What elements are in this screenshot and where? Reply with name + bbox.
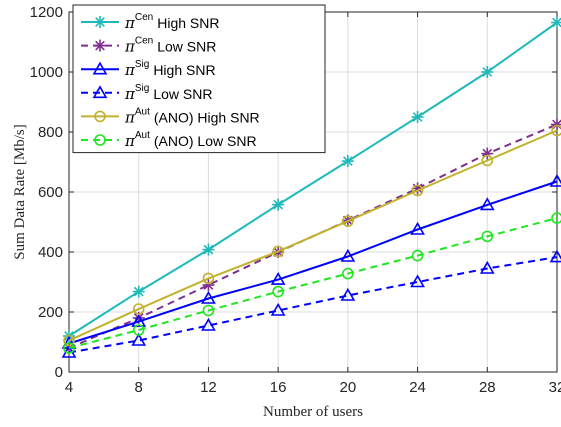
data-point [63,334,75,347]
data-point [202,243,215,256]
data-point [201,290,216,304]
data-point [131,313,147,327]
data-point [479,260,495,274]
legend-marker [94,110,106,123]
series-line [68,129,558,342]
asterisk-stroke [412,112,423,122]
x-tick-label: 20 [340,379,357,396]
asterisk-stroke [95,40,105,51]
x-tick-label: 16 [270,379,287,396]
legend-label: πAut (ANO) High SNR [124,106,260,126]
data-point [410,274,425,288]
data-point [272,198,285,211]
y-tick-label: 1200 [30,4,63,21]
data-point [481,66,494,78]
y-tick-label: 600 [38,184,63,201]
data-point [131,332,147,346]
y-axis-title: Sum Data Rate [Mb/s] [12,124,28,259]
legend-entry-6: πAut (ANO) Low SNR [81,130,257,150]
data-point [549,249,561,263]
legend-label: πSig Low SNR [124,83,212,103]
data-point [132,324,145,336]
x-tick-label: 24 [409,379,426,396]
legend-entry-4: πSig Low SNR [81,83,212,103]
legend-label: πSig High SNR [124,59,216,79]
data-point [201,317,216,331]
asterisk-stroke [552,17,561,28]
y-tick-label: 400 [38,244,63,261]
data-point [342,267,354,280]
y-tick-label: 800 [38,124,63,141]
data-point [132,303,145,315]
legend-label: πCen Low SNR [124,36,216,56]
asterisk-stroke [203,244,214,255]
series-1 [63,16,561,342]
data-point [340,287,356,301]
y-tick-label: 1000 [30,64,63,81]
data-point [411,184,424,197]
data-point [410,221,425,235]
data-point [341,155,354,168]
asterisk-stroke [133,286,144,297]
x-tick-label: 8 [135,379,143,396]
legend-label: πCen High SNR [124,12,219,32]
series-line [68,21,558,337]
x-tick-label: 4 [65,379,73,396]
legend-marker [92,85,108,99]
asterisk-stroke [342,156,353,166]
data-point [481,154,494,167]
legend-marker [94,39,106,52]
data-series [61,16,561,358]
asterisk-stroke [273,199,284,210]
data-point [202,272,215,285]
series-3 [61,173,561,349]
data-point [549,173,561,187]
series-line [68,180,558,345]
data-point [270,271,286,285]
asterisk-stroke [482,67,493,77]
data-point [551,124,561,137]
series-6 [63,212,561,354]
series-5 [63,124,561,347]
data-point [411,249,424,262]
data-point [270,302,286,316]
series-line [68,256,558,354]
x-tick-label: 12 [200,379,217,396]
legend-entry-1: πCen High SNR [81,12,219,32]
x-axis-title: Number of users [263,404,363,420]
data-point [479,197,495,211]
legend-entry-2: πCen Low SNR [81,36,216,56]
data-point [551,212,561,224]
data-point [340,248,356,262]
legend: πCen High SNR πCen Low SNR πSig High SNR πSig L… [72,4,326,154]
data-point [272,285,284,298]
x-tick-label: 32 [549,379,561,396]
data-point [481,230,494,243]
data-point [63,342,75,354]
legend-entry-3: πSig High SNR [81,59,216,79]
data-point [551,16,561,29]
asterisk-stroke [95,17,105,27]
y-tick-label: 0 [55,364,63,381]
legend-marker [94,16,106,28]
data-point [411,111,424,123]
x-tick-label: 28 [479,379,496,396]
y-tick-label: 200 [38,304,63,321]
data-point [342,215,354,227]
legend-entry-5: πAut (ANO) High SNR [81,106,260,126]
data-point [132,285,145,298]
data-point [272,245,284,258]
legend-box [72,4,326,154]
series-line [68,217,558,349]
legend-marker [94,134,106,146]
data-point [202,304,215,317]
legend-label: πAut (ANO) Low SNR [124,130,257,150]
legend-marker [92,61,108,75]
